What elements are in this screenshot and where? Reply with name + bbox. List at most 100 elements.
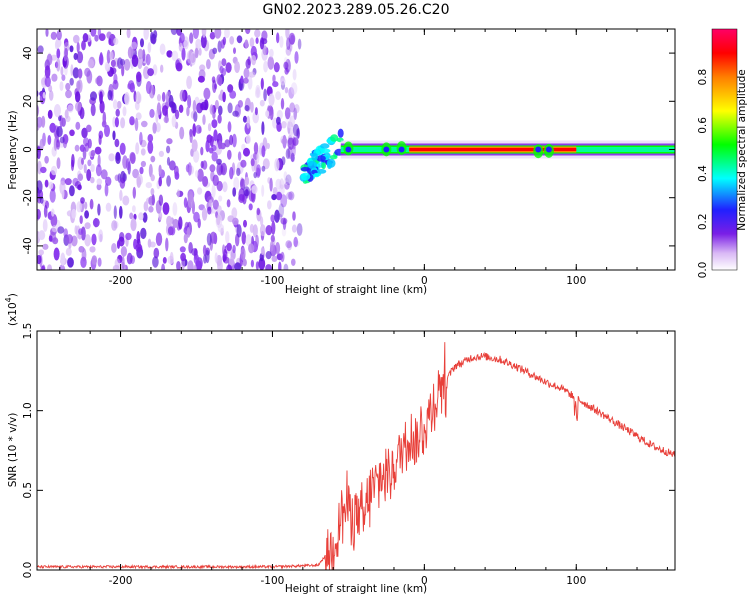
noise-speckle — [81, 40, 86, 51]
noise-speckle — [197, 75, 205, 83]
noise-speckle — [94, 217, 98, 228]
noise-speckle — [143, 201, 149, 212]
noise-speckle — [250, 158, 255, 167]
noise-speckle — [248, 243, 255, 254]
noise-speckle — [125, 232, 132, 241]
noise-speckle — [48, 90, 54, 101]
noise-speckle — [206, 232, 212, 246]
noise-speckle — [135, 243, 143, 253]
noise-speckle — [166, 215, 173, 227]
noise-speckle — [121, 64, 125, 77]
noise-speckle — [140, 160, 146, 168]
noise-speckle — [175, 62, 183, 72]
noise-speckle — [218, 76, 223, 87]
noise-speckle — [140, 148, 146, 156]
noise-speckle — [171, 50, 179, 61]
snr-multiplier-close: ) — [7, 293, 19, 297]
noise-speckle — [52, 237, 59, 245]
noise-speckle — [218, 105, 223, 116]
noise-speckle — [291, 258, 296, 266]
noise-speckle — [150, 174, 155, 182]
noise-speckle — [51, 73, 58, 82]
noise-speckle — [202, 160, 208, 170]
noise-speckle — [56, 29, 62, 41]
snr-frame — [36, 330, 676, 571]
noise-speckle — [44, 155, 49, 164]
colorbar-tick-label: 0.0 — [697, 262, 709, 279]
noise-speckle — [192, 100, 197, 113]
noise-speckle — [67, 257, 74, 268]
noise-speckle — [221, 68, 227, 76]
x-tick-label: 0 — [421, 275, 428, 287]
noise-speckle — [145, 81, 152, 94]
noise-speckle — [155, 232, 163, 246]
noise-speckle — [162, 105, 168, 116]
noise-speckle — [148, 163, 153, 178]
noise-speckle — [76, 201, 82, 213]
snr-multiplier-base: (x10 — [7, 302, 19, 326]
noise-speckle — [63, 228, 68, 238]
noise-speckle — [90, 149, 96, 157]
noise-speckle — [134, 117, 139, 131]
noise-speckle — [44, 179, 49, 188]
noise-speckle — [200, 34, 207, 49]
noise-speckle — [243, 67, 250, 79]
noise-speckle — [56, 58, 61, 72]
noise-speckle — [293, 107, 298, 121]
noise-speckle — [236, 167, 241, 177]
noise-speckle — [200, 101, 208, 111]
noise-speckle — [56, 157, 61, 170]
noise-speckle — [236, 35, 243, 44]
noise-speckle — [275, 178, 282, 190]
noise-speckle — [207, 123, 212, 132]
noise-speckle — [178, 216, 183, 230]
noise-speckle — [237, 151, 242, 161]
noise-speckle — [245, 134, 251, 144]
noise-speckle — [285, 46, 292, 56]
noise-speckle — [111, 220, 118, 231]
noise-speckle — [285, 240, 293, 249]
noise-speckle — [178, 42, 183, 52]
noise-speckle — [281, 138, 288, 145]
noise-speckle — [247, 75, 253, 90]
noise-speckle — [234, 61, 241, 73]
noise-speckle — [245, 234, 252, 247]
noise-speckle — [223, 248, 228, 262]
noise-speckle — [271, 194, 277, 201]
noise-speckle — [288, 42, 293, 52]
noise-speckle — [129, 212, 134, 220]
noise-speckle — [275, 91, 281, 101]
noise-speckle — [49, 122, 56, 133]
noise-speckle — [135, 142, 140, 155]
noise-speckle — [84, 210, 89, 219]
noise-speckle — [42, 92, 46, 99]
noise-speckle — [96, 75, 103, 87]
noise-speckle — [53, 138, 58, 151]
noise-speckle — [174, 171, 180, 180]
y-tick-label: 1.0 — [22, 402, 34, 419]
noise-speckle — [232, 217, 239, 226]
noise-speckle — [166, 50, 173, 58]
noise-speckle — [187, 162, 192, 176]
noise-speckle — [191, 139, 198, 152]
noise-speckle — [252, 224, 258, 238]
noise-speckle — [202, 114, 206, 125]
noise-speckle — [236, 224, 242, 238]
noise-speckle — [130, 41, 138, 50]
noise-speckle — [217, 40, 222, 53]
noise-speckle — [123, 58, 131, 71]
noise-speckle — [267, 200, 272, 210]
noise-speckle — [265, 264, 272, 270]
noise-speckle — [290, 34, 295, 45]
noise-speckle — [202, 244, 207, 256]
noise-speckle — [69, 185, 75, 197]
noise-speckle — [218, 195, 223, 202]
noise-speckle — [250, 101, 254, 113]
noise-speckle — [149, 241, 156, 248]
snr-line — [36, 342, 676, 571]
noise-speckle — [115, 108, 120, 117]
noise-speckle — [98, 53, 104, 66]
noise-speckle — [161, 263, 166, 270]
noise-speckle — [290, 154, 295, 163]
noise-speckle — [224, 139, 231, 148]
